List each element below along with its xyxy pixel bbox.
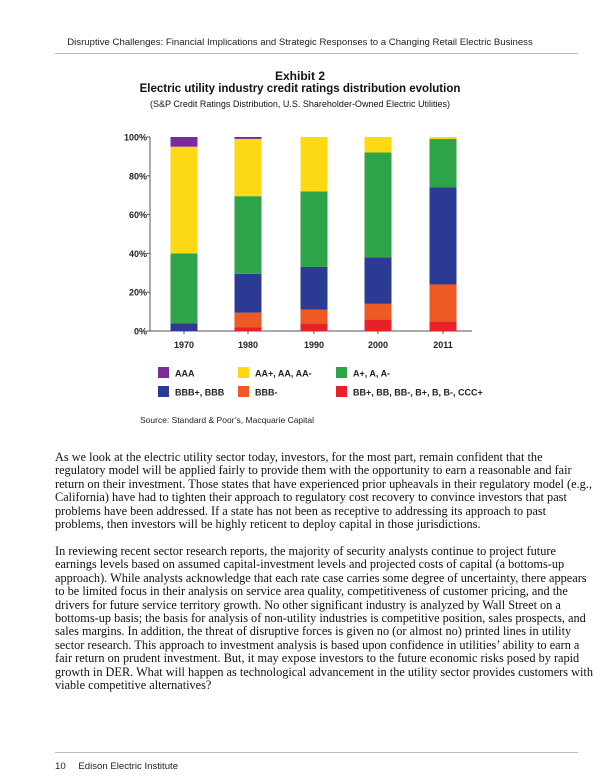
bar-segment xyxy=(429,187,457,285)
bar-segment xyxy=(300,323,328,331)
x-tick-label: 1970 xyxy=(174,340,194,350)
bar-segment xyxy=(364,152,392,258)
exhibit-title: Electric utility industry credit ratings… xyxy=(139,83,461,95)
legend-swatch xyxy=(238,367,249,378)
bar-segment xyxy=(300,266,328,310)
bar-segment xyxy=(234,273,262,313)
footer: 10 Edison Electric Institute xyxy=(55,761,188,772)
footer-divider xyxy=(55,752,578,753)
legend-label: BBB+, BBB xyxy=(175,388,225,398)
bar-segment xyxy=(234,137,262,139)
text-line: growth in DER. What will happen as techn… xyxy=(55,664,593,679)
publisher: Edison Electric Institute xyxy=(78,761,179,772)
header-divider xyxy=(55,53,578,54)
text-line: approach). While analysts acknowledge th… xyxy=(55,570,587,585)
x-tick-label: 2000 xyxy=(368,340,388,350)
legend-swatch xyxy=(158,367,169,378)
y-tick-label: 80% xyxy=(129,171,147,181)
text-line: earnings levels based on assumed capital… xyxy=(55,557,565,572)
legend-swatch xyxy=(336,367,347,378)
text-line: As we look at the electric utility secto… xyxy=(55,450,543,464)
exhibit-label: Exhibit 2 xyxy=(274,69,325,83)
bar-segment xyxy=(429,321,457,331)
stacked-bar-chart: 0% 20% 40% 60% 80% 100% 1970 1980 1990 2000 2011 AA… xyxy=(124,133,483,398)
paragraph-2: In reviewing recent sector research repo… xyxy=(55,544,593,693)
legend-swatch xyxy=(238,386,249,397)
text-line: return on their investment. Those states… xyxy=(55,476,592,491)
chart-source: Source: Standard & Poor’s, Macquarie Cap… xyxy=(140,415,315,425)
bar-segment xyxy=(300,137,328,192)
y-tick-label: 40% xyxy=(129,249,147,259)
bar-segment xyxy=(300,191,328,267)
bar-segment xyxy=(364,319,392,331)
legend-label: BBB- xyxy=(255,388,278,398)
bar-segment xyxy=(429,284,457,322)
x-tick-label: 1980 xyxy=(238,340,258,350)
running-header: Disruptive Challenges: Financial Implica… xyxy=(67,37,533,48)
y-tick-label: 20% xyxy=(129,288,147,298)
legend-label: BB+, BB, BB-, B+, B, B-, CCC+ xyxy=(353,388,483,398)
text-line: problems, then investors will be highly … xyxy=(55,517,481,532)
text-line: bottoms-up basis; the basis for analysis… xyxy=(55,611,586,626)
text-line: to be limited focus in their analysis on… xyxy=(55,584,568,599)
legend-swatch xyxy=(158,386,169,397)
bar-segment xyxy=(234,312,262,328)
y-tick-label: 60% xyxy=(129,210,147,220)
bar-segment xyxy=(234,327,262,331)
text-line: California) have had to tighten their ap… xyxy=(55,490,567,505)
bar-segment xyxy=(300,309,328,324)
exhibit-subtitle: (S&P Credit Ratings Distribution, U.S. S… xyxy=(150,99,450,109)
legend-label: A+, A, A- xyxy=(353,369,390,379)
paragraph-1: As we look at the electric utility secto… xyxy=(55,450,592,532)
x-tick-label: 2011 xyxy=(433,340,453,350)
text-line: problems have been addressed. If a state… xyxy=(55,503,547,518)
text-line: viable competitive alternatives? xyxy=(55,678,212,693)
bar-segment xyxy=(170,137,198,147)
text-line: In reviewing recent sector research repo… xyxy=(55,544,556,558)
bar-segment xyxy=(364,303,392,320)
bar-segment xyxy=(234,138,262,197)
legend-swatch xyxy=(336,386,347,397)
y-tick-label: 100% xyxy=(124,133,147,143)
page-number: 10 xyxy=(55,761,66,772)
legend-label: AA+, AA, AA- xyxy=(255,369,312,379)
text-line: drivers for future service territory gro… xyxy=(55,597,561,612)
legend-label: AAA xyxy=(175,369,195,379)
bar-segment xyxy=(364,137,392,153)
text-line: sales margins. In addition, the threat o… xyxy=(55,624,572,639)
bar-segment xyxy=(170,253,198,324)
bar-segment xyxy=(170,323,198,331)
y-tick-label: 0% xyxy=(134,327,147,337)
bar-segment xyxy=(234,196,262,274)
text-line: regulatory model will be applied fairly … xyxy=(55,463,572,478)
bar-segment xyxy=(429,137,457,139)
bar-segment xyxy=(364,257,392,304)
x-tick-label: 1990 xyxy=(304,340,324,350)
bar-segment xyxy=(170,146,198,254)
text-line: sector research. This approach to invest… xyxy=(55,637,580,652)
text-line: fair return on prudent investment. But, … xyxy=(55,651,580,666)
bar-segment xyxy=(429,138,457,188)
